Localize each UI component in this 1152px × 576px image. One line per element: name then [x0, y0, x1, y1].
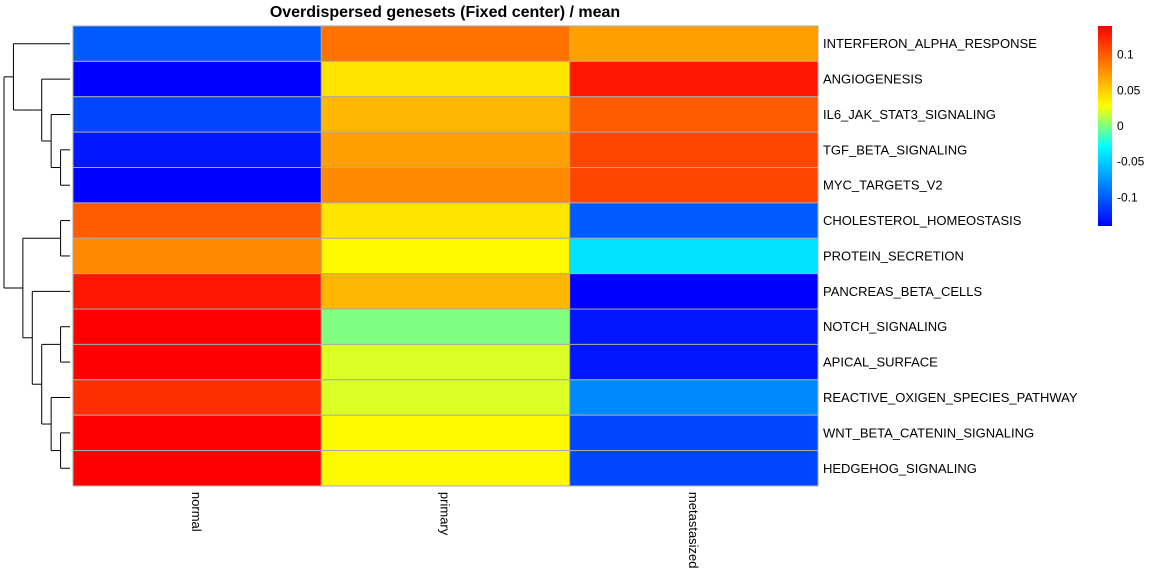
- heatmap-cell: [569, 379, 819, 416]
- legend-tick-label: -0.1: [1117, 190, 1138, 204]
- heatmap-cell: [72, 273, 322, 310]
- heatmap-cell: [320, 167, 571, 204]
- heatmap-cell: [320, 450, 571, 487]
- heatmap-cell: [320, 25, 571, 62]
- heatmap-cell: [320, 131, 571, 169]
- heatmap-cell: [72, 167, 322, 204]
- row-label: CHOLESTEROL_HOMEOSTASIS: [823, 213, 1022, 228]
- heatmap-cell: [569, 25, 819, 62]
- heatmap-cell: [320, 343, 571, 381]
- heatmap-cell: [569, 167, 819, 204]
- heatmap-cell: [72, 25, 322, 62]
- row-label: INTERFERON_ALPHA_RESPONSE: [823, 36, 1037, 51]
- row-label: REACTIVE_OXIGEN_SPECIES_PATHWAY: [823, 390, 1078, 405]
- row-label: MYC_TARGETS_V2: [823, 178, 943, 193]
- heatmap-cell: [320, 273, 571, 310]
- legend-tick-label: 0: [1117, 119, 1124, 133]
- row-label: TGF_BETA_SIGNALING: [823, 142, 967, 157]
- heatmap-cell: [320, 96, 571, 133]
- column-label: metastasized: [686, 492, 701, 569]
- heatmap-cell: [569, 450, 819, 487]
- heatmap-cell: [320, 379, 571, 416]
- heatmap-cell: [72, 379, 322, 416]
- column-labels: normal primary metastasized: [189, 492, 701, 569]
- heatmap-cell: [72, 60, 322, 98]
- heatmap-cell: [569, 131, 819, 169]
- heatmap-cell: [320, 60, 571, 98]
- legend-tick-label: 0.1: [1117, 48, 1134, 62]
- heatmap-cell: [569, 343, 819, 381]
- chart-title: Overdispersed genesets (Fixed center) / …: [270, 4, 620, 21]
- heatmap-cell: [569, 202, 819, 239]
- row-labels: INTERFERON_ALPHA_RESPONSE ANGIOGENESIS IL6…: [823, 36, 1078, 476]
- row-label: NOTCH_SIGNALING: [823, 319, 947, 334]
- color-legend-ticks: 0.1 0.05 0 -0.05 -0.1: [1117, 48, 1145, 205]
- heatmap-cell: [569, 237, 819, 275]
- heatmap-cell: [72, 308, 322, 345]
- heatmap-cell: [72, 131, 322, 169]
- heatmap-cell: [72, 343, 322, 381]
- row-label: ANGIOGENESIS: [823, 72, 923, 87]
- legend-tick-label: -0.05: [1117, 155, 1145, 169]
- heatmap-cell: [320, 237, 571, 275]
- heatmap-cell: [72, 96, 322, 133]
- heatmap-cell: [320, 308, 571, 345]
- column-label: normal: [189, 492, 204, 532]
- heatmap-cells: [72, 25, 819, 487]
- heatmap-cell: [569, 273, 819, 310]
- heatmap-cell: [72, 414, 322, 452]
- row-label: PANCREAS_BETA_CELLS: [823, 284, 983, 299]
- heatmap-cell: [569, 414, 819, 452]
- heatmap-cell: [72, 237, 322, 275]
- heatmap-cell: [569, 308, 819, 345]
- row-label: APICAL_SURFACE: [823, 355, 938, 370]
- row-label: IL6_JAK_STAT3_SIGNALING: [823, 107, 996, 122]
- row-label: WNT_BETA_CATENIN_SIGNALING: [823, 425, 1034, 440]
- row-label: HEDGEHOG_SIGNALING: [823, 461, 977, 476]
- heatmap-cell: [569, 60, 819, 98]
- heatmap-cell: [72, 450, 322, 487]
- legend-tick-label: 0.05: [1117, 83, 1141, 97]
- heatmap-cell: [72, 202, 322, 239]
- color-legend-bar: [1098, 26, 1112, 226]
- row-label: PROTEIN_SECRETION: [823, 248, 964, 263]
- heatmap-cell: [569, 96, 819, 133]
- row-dendrogram: [3, 43, 70, 469]
- heatmap-cell: [320, 202, 571, 239]
- heatmap-cell: [320, 414, 571, 452]
- column-label: primary: [437, 492, 452, 536]
